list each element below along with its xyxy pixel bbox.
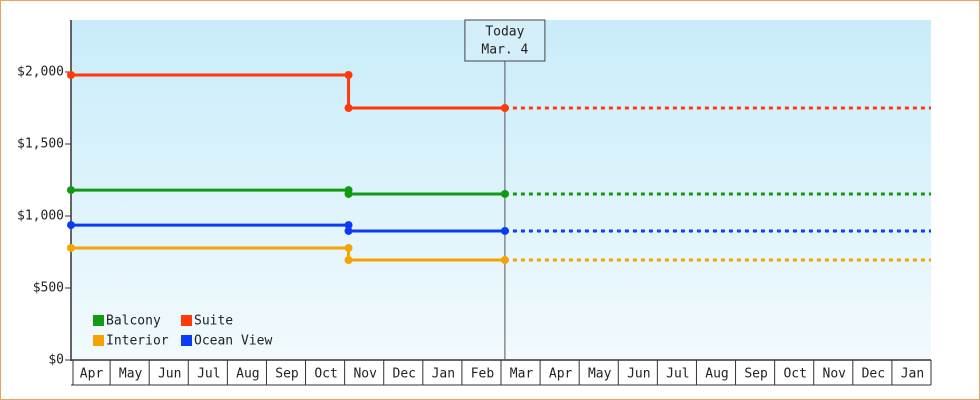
x-tick-label: Sep [744, 367, 768, 382]
x-tick-label: Oct [783, 367, 806, 382]
legend-swatch [93, 315, 104, 326]
series-point [67, 186, 75, 195]
y-tick-label: $1,500 [17, 136, 64, 151]
x-tick-label: Sep [275, 367, 299, 382]
x-tick-label: May [119, 367, 143, 382]
x-tick-label: Dec [862, 367, 885, 382]
series-line [71, 73, 505, 110]
series-line [71, 246, 505, 262]
x-tick-label: Oct [314, 367, 337, 382]
legend-label: Balcony [106, 314, 161, 329]
series-point [67, 243, 75, 252]
legend-swatch [181, 315, 192, 326]
x-tick-label: Jan [432, 367, 455, 382]
legend-swatch [181, 335, 192, 346]
layer: $0 $500 $1,000 $1,500 $2,000 Apr May Jun Jul Aug S… [17, 19, 932, 386]
x-tick-label: Jun [158, 367, 181, 382]
x-tick-label: Mar [510, 367, 534, 382]
series-point [344, 189, 353, 198]
series-point [500, 256, 509, 265]
x-tick-label: Nov [823, 367, 847, 382]
series-point [500, 189, 509, 198]
legend-label: Ocean View [194, 334, 272, 349]
legend-label: Suite [194, 314, 233, 329]
x-tick-label: Apr [80, 367, 104, 382]
series-point [344, 226, 353, 235]
today-box [464, 19, 546, 62]
legend-label: Interior [106, 334, 169, 349]
series-point [344, 103, 353, 112]
series-point [500, 103, 509, 112]
series-point [67, 221, 75, 230]
legend-swatch [93, 335, 104, 346]
series-point [67, 71, 75, 80]
series-point [344, 221, 353, 230]
x-tick-label: Jul [197, 367, 220, 382]
y-tick-label: $2,000 [17, 64, 64, 79]
x-tick-label: Aug [705, 367, 728, 382]
x-tick-label: Feb [471, 367, 495, 382]
y-tick-label: $0 [48, 353, 64, 368]
y-tick-label: $1,000 [17, 208, 64, 223]
x-tick-label: Apr [549, 367, 573, 382]
series-point [500, 226, 509, 235]
series-point [344, 256, 353, 265]
today-label: Today [485, 25, 524, 40]
series-point [344, 243, 353, 252]
x-tick-label: May [588, 367, 612, 382]
x-tick-label: Nov [353, 367, 377, 382]
y-tick-label: $500 [33, 280, 64, 295]
x-tick-label: Jul [666, 367, 689, 382]
x-tick-label: Aug [236, 367, 259, 382]
today-label: Mar. 4 [481, 43, 528, 58]
series-point [344, 71, 353, 80]
x-tick-label: Dec [393, 367, 416, 382]
x-tick-label: Jun [627, 367, 650, 382]
x-tick-label: Jan [901, 367, 924, 382]
